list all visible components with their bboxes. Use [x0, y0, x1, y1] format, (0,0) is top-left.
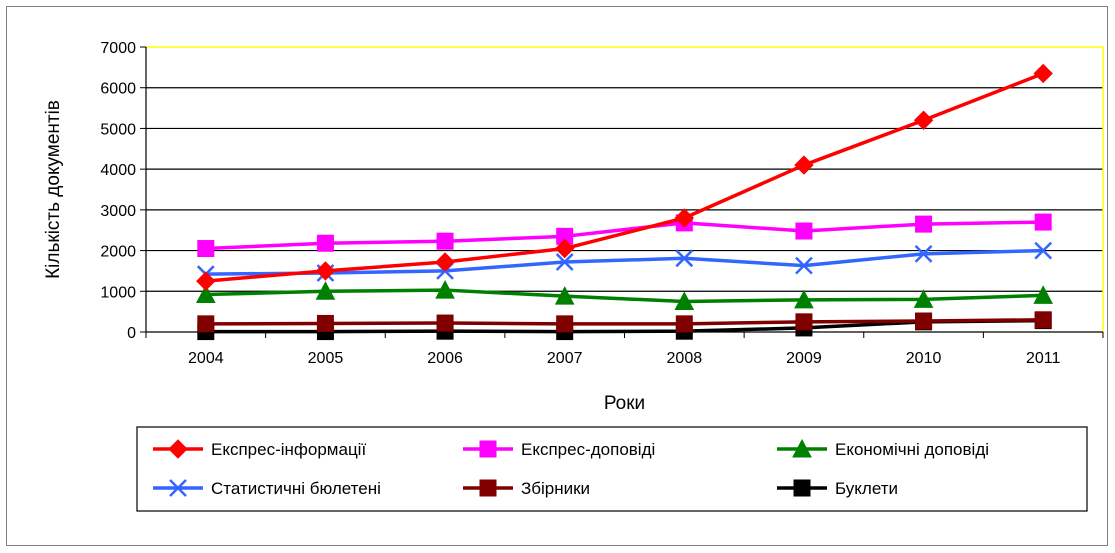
data-point [1034, 311, 1052, 329]
series-line [205, 318, 1044, 326]
marker-stroke [675, 249, 694, 268]
line-chart: 0 1000 2000 3000 4000 5000 6000 7000 2004 2005 200… [43, 40, 1104, 512]
marker-stroke [914, 244, 933, 263]
legend-label: Економічні доповіді [835, 440, 989, 459]
y-tick-label: 7000 [100, 40, 136, 57]
legend: Експрес-інформації Експрес-доповіді Економ… [136, 426, 1088, 512]
axes: 0 1000 2000 3000 4000 5000 6000 7000 2004 2005 200… [100, 40, 1104, 367]
data-point [1034, 241, 1053, 260]
plot-area-border [146, 46, 1104, 332]
marker-stroke [795, 256, 813, 275]
data-point [196, 271, 216, 291]
marker-stroke [169, 479, 187, 497]
chart-frame: 0 1000 2000 3000 4000 5000 6000 7000 2004 2005 200… [6, 6, 1108, 546]
legend-item: Експрес-доповіді [463, 440, 655, 459]
y-tick-label: 0 [127, 325, 136, 342]
y-tick-label: 4000 [100, 162, 136, 179]
series-line [205, 248, 1044, 276]
data-point [794, 289, 814, 309]
data-point [913, 289, 934, 308]
legend-label: Експрес-інформації [211, 440, 366, 459]
data-point [316, 234, 334, 252]
data-point [197, 240, 215, 258]
data-point [915, 312, 933, 330]
legend-item: Збірники [463, 479, 590, 498]
legend-marker [793, 479, 811, 497]
series-line [205, 220, 1044, 251]
legend-item: Експрес-інформації [153, 439, 366, 459]
x-tick-label: 2009 [786, 350, 822, 367]
series [197, 311, 1052, 333]
data-point [315, 261, 336, 281]
x-tick-label: 2010 [906, 350, 942, 367]
x-tick-label: 2005 [308, 350, 344, 367]
legend-box [136, 426, 1088, 512]
legend-label: Буклети [835, 479, 898, 498]
data-point [675, 249, 694, 268]
data-point [794, 155, 814, 175]
y-tick-label: 2000 [100, 244, 136, 261]
series-line [205, 71, 1044, 283]
data-point [555, 253, 574, 271]
legend-item: Буклети [777, 479, 898, 498]
y-tick-label: 5000 [100, 121, 136, 138]
data-point [795, 313, 813, 331]
y-axis-label: Кількість документів [43, 100, 64, 279]
legend-marker [168, 439, 188, 459]
data-point [675, 315, 693, 333]
legend-label: Збірники [521, 479, 590, 498]
legend-item: Статистичні бюлетені [153, 479, 381, 498]
series [196, 63, 1053, 291]
data-point [795, 222, 813, 240]
data-point [674, 208, 695, 228]
legend-marker [792, 438, 812, 458]
data-point [435, 279, 455, 299]
series-group [195, 63, 1054, 341]
data-point [1033, 285, 1054, 304]
x-axis-label: Роки [604, 393, 645, 414]
marker-stroke [1034, 241, 1053, 260]
data-point [436, 314, 454, 332]
data-point [316, 314, 334, 332]
legend-label: Експрес-доповіді [521, 440, 655, 459]
y-tick-label: 1000 [100, 284, 136, 301]
data-point [554, 238, 575, 259]
data-point [674, 291, 695, 310]
series-line [205, 288, 1044, 304]
x-tick-label: 2006 [427, 350, 463, 367]
marker-stroke [555, 253, 574, 271]
data-point [554, 286, 575, 305]
data-point [795, 256, 813, 275]
x-tick-label: 2008 [667, 350, 703, 367]
y-tick-label: 3000 [100, 203, 136, 220]
data-point [315, 281, 336, 300]
data-point [197, 315, 215, 333]
data-point [915, 215, 933, 233]
data-point [914, 244, 933, 263]
gridlines [146, 87, 1103, 292]
data-point [435, 252, 455, 272]
x-tick-label: 2011 [1026, 350, 1061, 367]
data-point [436, 232, 454, 250]
legend-item: Економічні доповіді [777, 438, 989, 459]
x-tick-label: 2007 [547, 350, 583, 367]
series [195, 279, 1054, 310]
legend-marker [169, 479, 187, 497]
data-point [1034, 213, 1052, 231]
x-tick-label: 2004 [188, 350, 224, 367]
data-point [1033, 63, 1053, 84]
data-point [913, 110, 934, 130]
y-tick-label: 6000 [100, 81, 136, 98]
data-point [195, 284, 216, 304]
legend-marker [479, 479, 497, 497]
legend-marker [479, 440, 497, 458]
legend-label: Статистичні бюлетені [211, 479, 381, 498]
data-point [556, 315, 574, 333]
